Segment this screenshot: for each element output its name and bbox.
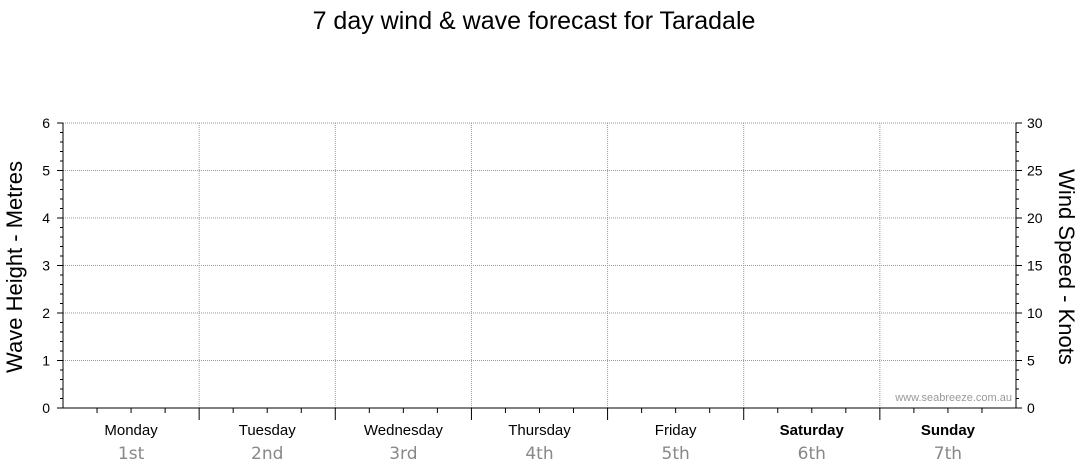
- left-tick-label: 3: [42, 258, 50, 274]
- right-axis-ticks: 0 5 10 15 20 25 30: [1016, 115, 1043, 416]
- right-tick-label: 5: [1027, 353, 1035, 369]
- chart-title: 7 day wind & wave forecast for Taradale: [313, 7, 756, 35]
- day-name-label: Sunday: [921, 422, 976, 439]
- left-tick-label: 5: [42, 163, 50, 179]
- right-tick-label: 25: [1027, 163, 1043, 179]
- day-name-label: Wednesday: [364, 422, 443, 439]
- right-tick-label: 20: [1027, 210, 1043, 226]
- right-tick-label: 15: [1027, 258, 1043, 274]
- day-date-label: 7th: [934, 444, 962, 464]
- left-axis-ticks: 0 1 2 3 4 5 6: [42, 115, 63, 416]
- right-tick-label: 0: [1027, 400, 1035, 416]
- right-axis-title: Wind Speed - Knots: [1054, 169, 1079, 365]
- day-labels: Monday 1st Tuesday 2nd Wednesday 3rd Thursday 4…: [104, 422, 975, 464]
- day-date-label: 3rd: [389, 444, 417, 464]
- day-date-label: 4th: [525, 444, 553, 464]
- day-name-label: Monday: [104, 422, 158, 439]
- watermark: www.seabreeze.com.au: [894, 392, 1012, 404]
- axes: [62, 123, 1017, 420]
- right-tick-label: 30: [1027, 115, 1043, 131]
- day-name-label: Thursday: [508, 422, 571, 439]
- day-name-label: Friday: [655, 422, 697, 439]
- left-tick-label: 1: [42, 353, 50, 369]
- left-axis-title: Wave Height - Metres: [2, 161, 27, 373]
- left-tick-label: 0: [42, 400, 50, 416]
- day-date-label: 2nd: [251, 444, 283, 464]
- day-date-label: 1st: [118, 444, 145, 464]
- day-date-label: 6th: [798, 444, 826, 464]
- left-tick-label: 2: [42, 305, 50, 321]
- day-date-label: 5th: [662, 444, 690, 464]
- day-name-label: Saturday: [780, 422, 845, 439]
- day-name-label: Tuesday: [239, 422, 296, 439]
- gridlines: [63, 122, 1016, 408]
- left-tick-label: 6: [42, 115, 50, 131]
- left-tick-label: 4: [42, 210, 50, 226]
- right-tick-label: 10: [1027, 305, 1043, 321]
